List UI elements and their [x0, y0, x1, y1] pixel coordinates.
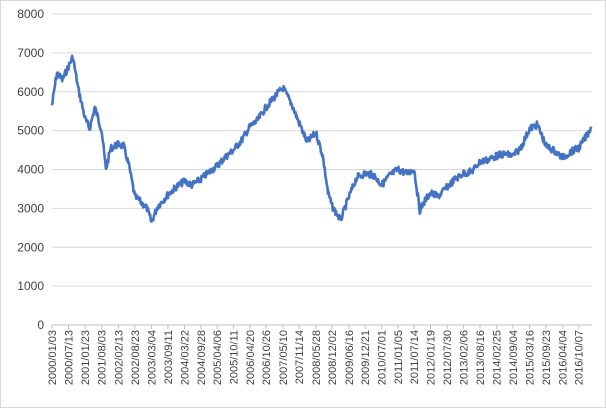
x-tick-label: 2013/02/06 — [459, 330, 471, 385]
x-tick-label: 2014/09/04 — [508, 330, 520, 385]
x-tick-label: 2007/11/14 — [294, 330, 306, 384]
x-tick-label: 2001/08/03 — [97, 330, 109, 385]
x-tick-label: 2009/06/16 — [344, 330, 356, 385]
y-axis-tick-labels: 0 1000 2000 3000 4000 5000 6000 7000 8000 — [17, 7, 44, 332]
x-tick-label: 2001/01/23 — [80, 330, 92, 385]
y-tick-label: 3000 — [17, 201, 44, 215]
x-tick-label: 2008/12/02 — [327, 330, 339, 385]
x-tick-label: 2004/03/22 — [180, 330, 192, 385]
x-tick-label: 2005/04/06 — [212, 330, 224, 385]
x-tick-label: 2004/09/28 — [196, 330, 208, 385]
y-tick-label: 1000 — [17, 279, 44, 293]
x-tick-label: 2015/09/23 — [541, 330, 553, 385]
y-tick-label: 6000 — [17, 85, 44, 99]
x-tick-label: 2011/01/05 — [393, 330, 405, 384]
x-tick-label: 2005/10/11 — [228, 330, 240, 384]
x-tick-label: 2006/10/26 — [261, 330, 273, 385]
series-layer — [50, 54, 593, 223]
x-tick-label: 2016/04/04 — [558, 330, 570, 385]
gridlines — [52, 13, 592, 287]
x-tick-label: 2007/05/10 — [278, 330, 290, 385]
x-tick-label: 2012/01/19 — [425, 330, 437, 385]
x-tick-label: 2008/05/28 — [311, 330, 323, 385]
y-tick-label: 2000 — [17, 240, 44, 254]
x-tick-label: 2000/07/13 — [64, 330, 76, 385]
x-tick-label: 2002/08/23 — [130, 330, 142, 385]
y-tick-label: 0 — [37, 318, 44, 332]
x-tick-label: 2012/07/30 — [442, 330, 454, 385]
y-tick-label: 4000 — [17, 163, 44, 177]
x-tick-label: 2009/12/21 — [360, 330, 372, 385]
x-tick-label: 2006/04/20 — [245, 330, 257, 385]
y-tick-label: 8000 — [17, 7, 44, 21]
series-line — [50, 54, 593, 223]
x-tick-label: 2003/03/04 — [146, 330, 158, 385]
x-tick-label: 2000/01/03 — [47, 330, 59, 385]
x-tick-label: 2003/09/11 — [163, 330, 175, 384]
x-tick-label: 2015/03/16 — [525, 330, 537, 385]
x-tick-label: 2010/07/01 — [377, 330, 389, 385]
x-tick-label: 2013/08/16 — [475, 330, 487, 385]
x-tick-label: 2014/02/25 — [492, 330, 504, 385]
y-tick-label: 5000 — [17, 124, 44, 138]
x-tick-label: 2002/02/13 — [113, 330, 125, 385]
y-tick-label: 7000 — [17, 46, 44, 60]
x-tick-label: 2011/07/14 — [409, 330, 421, 384]
x-axis-tick-labels: 2000/01/03 2000/07/13 2001/01/23 2001/08/03… — [47, 325, 586, 385]
x-tick-label: 2016/10/07 — [574, 330, 586, 385]
